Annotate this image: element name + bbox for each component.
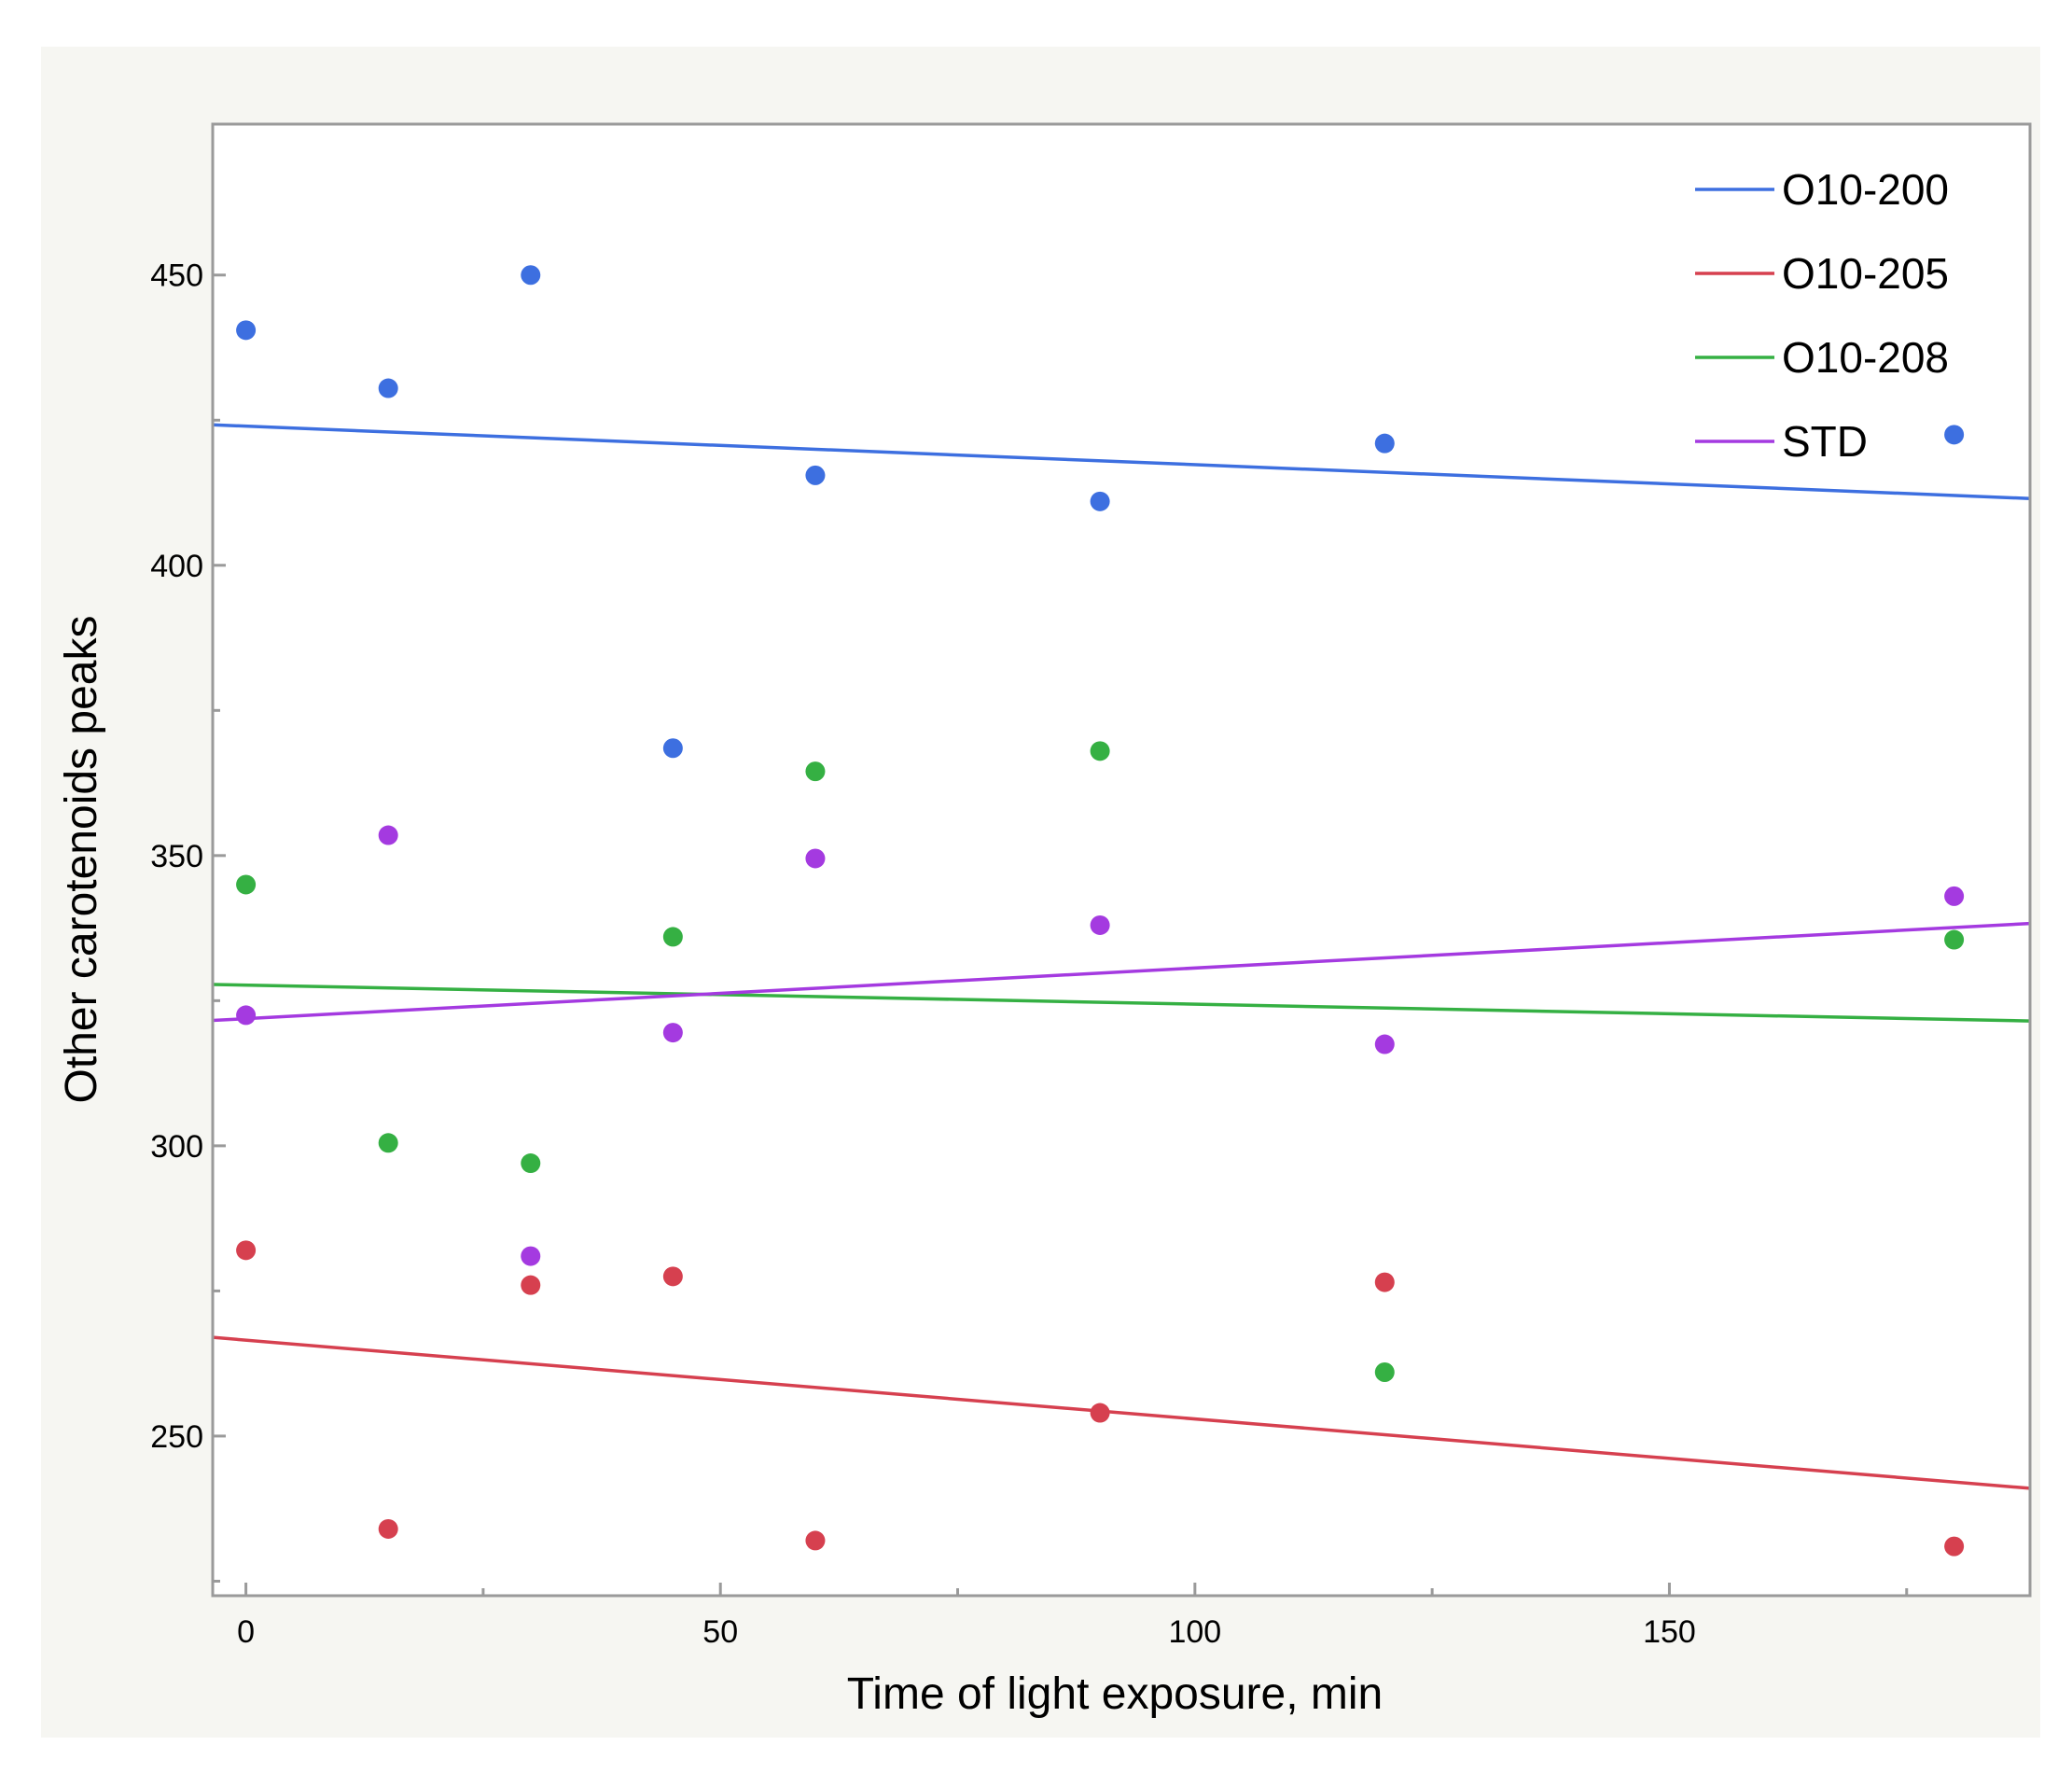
point-std — [662, 1023, 683, 1043]
y-tick-label: 450 — [150, 258, 203, 294]
point-std — [378, 825, 398, 845]
data-points — [236, 265, 1965, 1557]
point-o10-208 — [662, 927, 683, 947]
x-tick-label: 100 — [1168, 1614, 1221, 1650]
point-o10-205 — [805, 1530, 826, 1551]
point-o10-208 — [1374, 1361, 1395, 1382]
point-o10-208 — [236, 874, 257, 895]
x-tick-label: 0 — [237, 1614, 255, 1650]
point-o10-208 — [378, 1133, 398, 1153]
point-std — [1944, 886, 1965, 906]
plot-area — [213, 124, 2030, 1596]
y-tick-label: 300 — [150, 1129, 203, 1165]
x-tick-label: 50 — [702, 1614, 738, 1650]
point-std — [521, 1246, 541, 1266]
fit-line-o10-208 — [213, 983, 2030, 1023]
legend: O10-200 O10-205 O10-208 STD — [1695, 165, 1949, 466]
legend-label: O10-205 — [1782, 249, 1949, 298]
point-o10-205 — [236, 1240, 257, 1261]
legend-label: STD — [1782, 417, 1868, 466]
y-tick-label: 400 — [150, 549, 203, 584]
point-o10-200 — [805, 465, 826, 485]
legend-label: O10-200 — [1782, 165, 1949, 214]
fit-line-o10-205 — [213, 1335, 2030, 1490]
point-std — [805, 848, 826, 869]
point-o10-205 — [378, 1518, 398, 1539]
fit-line-std — [213, 921, 2030, 1023]
point-o10-205 — [521, 1275, 541, 1295]
fit-lines — [213, 423, 2030, 1490]
point-o10-200 — [1944, 425, 1965, 445]
x-axis: 0 50 100 150 — [237, 1583, 1909, 1650]
point-std — [1374, 1034, 1395, 1054]
point-o10-200 — [236, 320, 257, 341]
x-tick-label: 150 — [1643, 1614, 1696, 1650]
x-axis-title: Time of light exposure, min — [847, 1669, 1383, 1719]
y-tick-label: 250 — [150, 1419, 203, 1455]
point-o10-208 — [805, 761, 826, 782]
point-std — [236, 1005, 257, 1026]
point-std — [1090, 914, 1110, 935]
point-o10-208 — [1944, 929, 1965, 950]
point-o10-205 — [1374, 1272, 1395, 1292]
legend-label: O10-208 — [1782, 333, 1949, 382]
point-o10-200 — [662, 738, 683, 759]
point-o10-200 — [1090, 491, 1110, 511]
point-o10-208 — [1090, 741, 1110, 761]
fit-line-o10-200 — [213, 423, 2030, 500]
point-o10-205 — [662, 1266, 683, 1287]
point-o10-205 — [1944, 1536, 1965, 1557]
point-o10-205 — [1090, 1403, 1110, 1423]
point-o10-200 — [378, 378, 398, 398]
plot-frame — [211, 122, 2032, 1598]
y-axis-title: Other carotenoids peaks — [57, 616, 106, 1104]
point-o10-200 — [1374, 433, 1395, 454]
point-o10-200 — [521, 265, 541, 286]
y-axis: 250 300 350 400 450 — [150, 258, 226, 1583]
y-tick-label: 350 — [150, 839, 203, 874]
point-o10-208 — [521, 1153, 541, 1174]
